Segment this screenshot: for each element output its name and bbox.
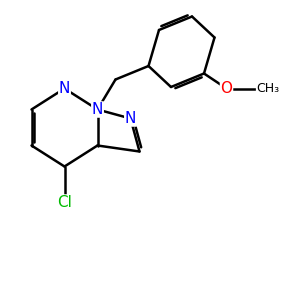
Text: N: N <box>125 111 136 126</box>
Text: O: O <box>220 81 232 96</box>
Text: N: N <box>92 102 103 117</box>
Text: CH₃: CH₃ <box>256 82 280 95</box>
Text: N: N <box>59 81 70 96</box>
Text: Cl: Cl <box>57 195 72 210</box>
